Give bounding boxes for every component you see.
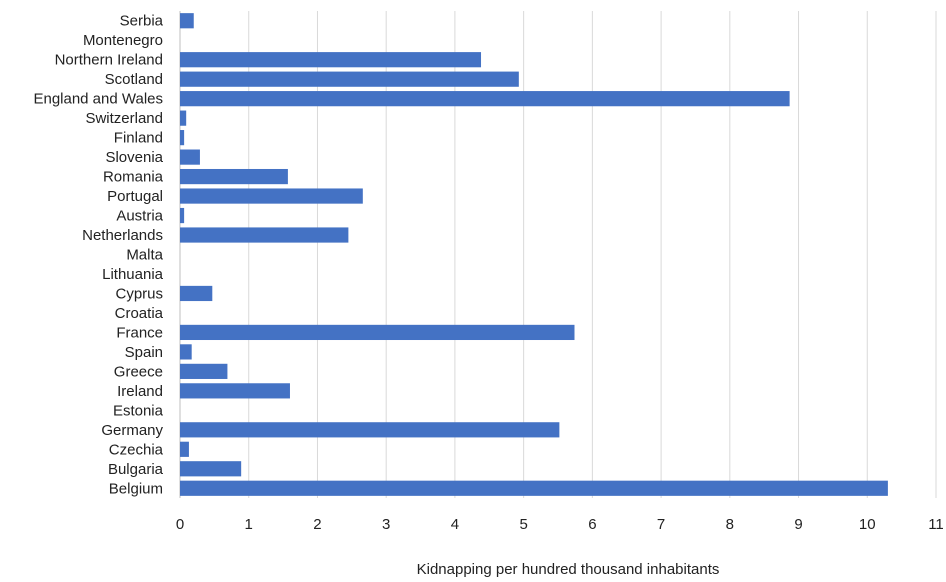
- bar-germany: [180, 422, 560, 438]
- bar-france: [180, 324, 575, 341]
- x-tick-label: 2: [313, 516, 321, 533]
- x-tick-label: 3: [382, 516, 390, 533]
- bar-spain: [180, 344, 192, 360]
- x-tick-label: 0: [176, 516, 184, 533]
- category-label: Greece: [114, 363, 163, 380]
- category-label: England and Wales: [33, 91, 163, 108]
- bar-bulgaria: [180, 461, 242, 477]
- x-axis-title: Kidnapping per hundred thousand inhabita…: [417, 561, 720, 578]
- category-label: Scotland: [105, 71, 163, 88]
- category-label: Bulgaria: [108, 461, 164, 478]
- category-label: Montenegro: [83, 32, 163, 49]
- bars: [180, 13, 888, 496]
- x-tick-label: 10: [859, 516, 876, 533]
- bar-switzerland: [180, 110, 187, 126]
- bar-belgium: [180, 480, 888, 496]
- category-label: Serbia: [120, 13, 164, 30]
- category-label: Estonia: [113, 402, 164, 419]
- category-label: Belgium: [109, 480, 163, 497]
- category-label: Switzerland: [85, 110, 163, 127]
- category-label: Spain: [125, 344, 163, 361]
- x-tick-labels: 0 1 2 3 4 5 6 7 8 9 10 11: [176, 516, 944, 533]
- x-tick-label: 1: [245, 516, 253, 533]
- x-tick-label: 11: [928, 516, 944, 533]
- bar-portugal: [180, 188, 363, 204]
- bar-greece: [180, 363, 228, 379]
- category-label: Finland: [114, 130, 163, 147]
- bar-scotland: [180, 71, 519, 87]
- category-label: Netherlands: [82, 227, 163, 244]
- bar-england-and-wales: [180, 91, 790, 107]
- bar-slovenia: [180, 149, 200, 165]
- category-label: Lithuania: [102, 266, 164, 283]
- category-label: Cyprus: [115, 285, 163, 302]
- category-labels: Serbia Montenegro Northern Ireland Scotland…: [33, 13, 163, 498]
- category-label: Malta: [126, 247, 163, 264]
- bar-netherlands: [180, 227, 349, 243]
- bar-ireland: [180, 383, 290, 399]
- category-label: France: [116, 324, 163, 341]
- bar-czechia: [180, 441, 189, 457]
- bar-northern-ireland: [180, 52, 482, 68]
- category-label: Ireland: [117, 383, 163, 400]
- category-label: Austria: [116, 208, 163, 225]
- category-label: Slovenia: [105, 149, 163, 166]
- x-tick-label: 8: [726, 516, 734, 533]
- x-tick-label: 6: [588, 516, 596, 533]
- category-label: Romania: [103, 169, 164, 186]
- bar-serbia: [180, 13, 194, 29]
- x-tick-label: 4: [451, 516, 459, 533]
- bar-cyprus: [180, 285, 213, 302]
- bar-finland: [180, 130, 185, 146]
- category-label: Germany: [101, 422, 163, 439]
- x-tick-label: 5: [519, 516, 527, 533]
- bar-austria: [180, 207, 185, 224]
- category-label: Croatia: [115, 305, 164, 322]
- bar-romania: [180, 168, 288, 185]
- category-label: Northern Ireland: [55, 52, 163, 69]
- x-tick-label: 7: [657, 516, 665, 533]
- category-label: Czechia: [109, 441, 164, 458]
- category-label: Portugal: [107, 188, 163, 205]
- x-tick-label: 9: [794, 516, 802, 533]
